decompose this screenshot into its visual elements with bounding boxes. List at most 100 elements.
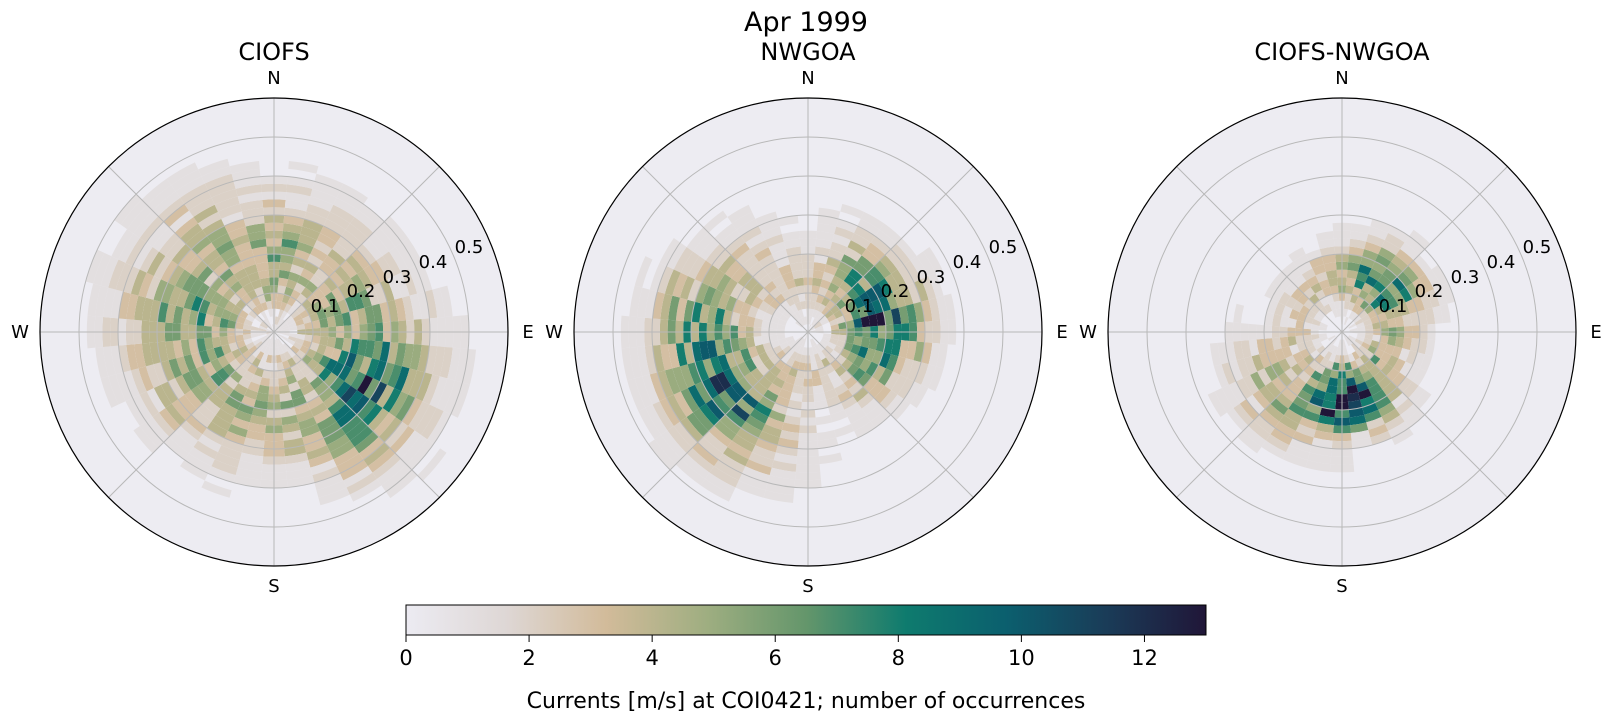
histogram-bin: [796, 319, 804, 327]
histogram-bin: [1330, 337, 1338, 345]
histogram-bin: [1367, 345, 1378, 355]
histogram-bin: [165, 403, 186, 426]
histogram-bin: [820, 279, 832, 290]
histogram-bin: [350, 371, 366, 391]
histogram-bin: [260, 344, 268, 354]
histogram-bin: [302, 340, 312, 349]
histogram-bin: [816, 312, 825, 321]
histogram-bin: [378, 221, 402, 247]
histogram-bin: [249, 238, 267, 250]
colorbar-label: Currents [m/s] at COI0421; number of occ…: [527, 689, 1086, 714]
histogram-bin: [211, 188, 238, 205]
histogram-bin: [259, 323, 268, 329]
histogram-bin: [427, 411, 451, 444]
radial-tick-label: 0.5: [1523, 237, 1552, 258]
histogram-bin: [744, 291, 757, 306]
histogram-bin: [379, 301, 391, 323]
histogram-bin: [744, 276, 759, 292]
histogram-bin: [283, 437, 305, 449]
histogram-bin: [260, 301, 268, 311]
histogram-bin: [708, 425, 732, 448]
histogram-bin: [775, 395, 790, 408]
histogram-bin: [813, 320, 821, 328]
histogram-bin: [259, 377, 270, 387]
histogram-bin: [235, 467, 262, 480]
histogram-bin: [795, 320, 803, 328]
histogram-bin: [727, 440, 752, 460]
histogram-bin: [323, 427, 346, 446]
histogram-bin: [339, 183, 368, 205]
histogram-bin: [701, 264, 719, 286]
histogram-bin: [847, 408, 867, 424]
histogram-bin: [1355, 296, 1365, 307]
histogram-bin: [394, 297, 407, 322]
histogram-bin: [1424, 339, 1436, 357]
histogram-bin: [314, 473, 344, 491]
histogram-bin: [1387, 317, 1397, 328]
histogram-bin: [367, 408, 390, 432]
histogram-bin: [1391, 255, 1409, 272]
histogram-bin: [146, 221, 170, 247]
histogram-bin: [250, 279, 262, 290]
histogram-bin: [905, 340, 917, 361]
histogram-bin: [1348, 246, 1365, 257]
histogram-bin: [1266, 299, 1279, 314]
histogram-bin: [1243, 374, 1259, 395]
histogram-bin: [282, 360, 291, 370]
histogram-bin: [1271, 361, 1285, 377]
histogram-bin: [831, 275, 844, 288]
angular-grid-line: [108, 166, 275, 333]
histogram-bin: [808, 329, 816, 332]
histogram-bin: [402, 343, 414, 369]
histogram-bin: [1217, 342, 1229, 365]
histogram-bin: [261, 336, 269, 344]
histogram-bin: [242, 323, 252, 330]
histogram-bin: [840, 395, 858, 410]
histogram-bin: [834, 226, 855, 241]
histogram-bin: [345, 420, 368, 441]
histogram-bin: [198, 350, 211, 365]
histogram-bin: [302, 315, 312, 324]
histogram-bin: [1405, 350, 1418, 365]
histogram-bin: [731, 381, 748, 399]
histogram-bin: [264, 346, 270, 355]
histogram-bin: [761, 335, 771, 345]
histogram-bin: [280, 254, 295, 265]
histogram-bin: [789, 392, 803, 402]
histogram-bin: [853, 317, 863, 328]
histogram-bin: [325, 358, 338, 373]
histogram-bin: [323, 276, 338, 292]
histogram-bin: [850, 415, 871, 431]
histogram-bin: [120, 199, 148, 230]
histogram-bin: [278, 377, 289, 387]
histogram-bin: [1259, 352, 1272, 369]
angular-grid-line: [273, 166, 440, 333]
histogram-bin: [798, 346, 804, 355]
histogram-bin: [864, 348, 876, 362]
histogram-bin: [1349, 327, 1358, 332]
histogram-bin: [857, 305, 869, 318]
histogram-bin: [274, 332, 278, 340]
histogram-bin: [341, 338, 352, 353]
histogram-bin: [1346, 337, 1354, 345]
histogram-bin: [661, 430, 687, 459]
histogram-bin: [274, 332, 282, 335]
histogram-bin: [718, 254, 737, 274]
histogram-bin: [675, 297, 688, 322]
histogram-bin: [229, 280, 243, 294]
histogram-bin: [916, 251, 936, 276]
histogram-bin: [770, 340, 780, 349]
histogram-bin: [277, 369, 287, 379]
histogram-bin: [723, 368, 738, 386]
histogram-bin: [824, 345, 834, 355]
histogram-bin: [1386, 355, 1399, 368]
histogram-bin: [211, 336, 222, 349]
histogram-bin: [103, 287, 116, 318]
histogram-bin: [146, 388, 166, 413]
histogram-bin: [1350, 429, 1371, 441]
histogram-bin: [1372, 321, 1381, 330]
histogram-bin: [854, 225, 876, 243]
histogram-bin: [897, 264, 915, 286]
histogram-bin: [673, 421, 698, 448]
histogram-bin: [1361, 314, 1371, 323]
